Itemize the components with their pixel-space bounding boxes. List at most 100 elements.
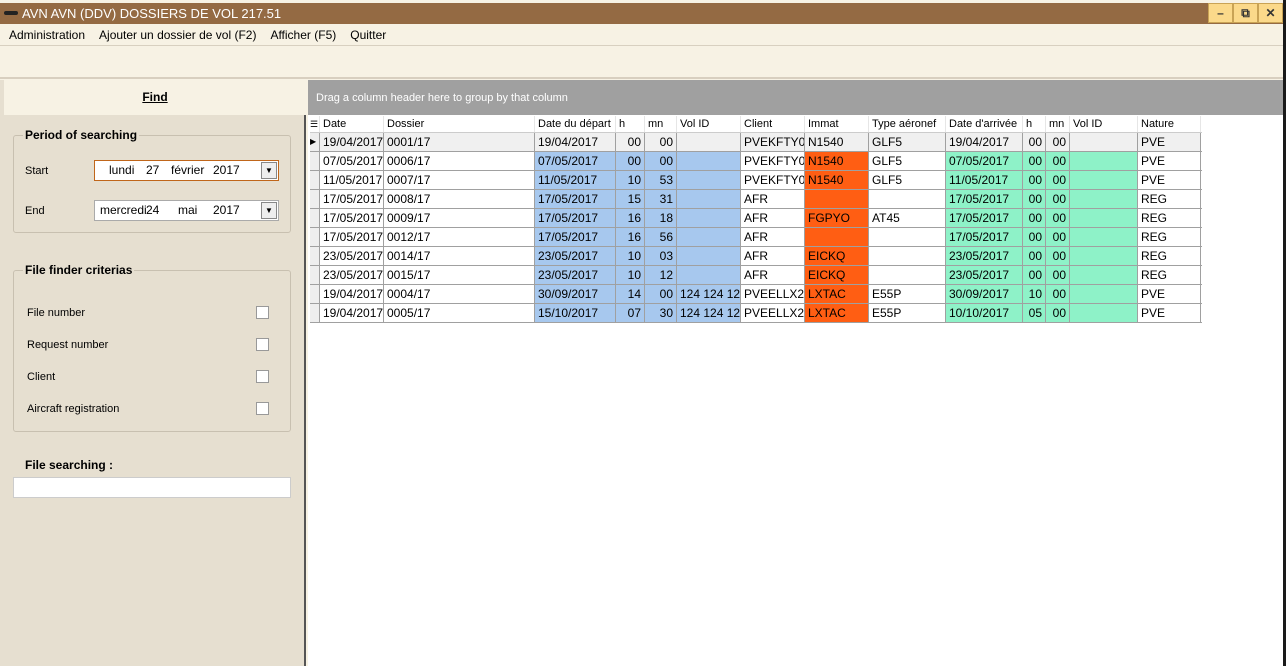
chevron-down-icon[interactable]: ▼ [261, 162, 277, 179]
table-row[interactable]: ▶ 19/04/2017 0001/17 19/04/2017 00 00 PVEKFTY0… [310, 133, 1202, 152]
column-header-aircraft-type[interactable]: Type aéronef [869, 116, 946, 132]
row-selector[interactable] [310, 304, 320, 322]
chevron-down-icon[interactable]: ▼ [261, 202, 277, 219]
grid-header: ☰ Date Dossier Date du départ h mn Vol ID Clien… [310, 116, 1202, 133]
table-row[interactable]: 17/05/2017 0012/17 17/05/2017 16 56 AFR 17/05/… [310, 228, 1202, 247]
cell-departure-flight-id [677, 266, 741, 284]
file-number-checkbox[interactable] [256, 306, 269, 319]
cell-departure-minute: 53 [645, 171, 677, 189]
cell-departure-minute: 12 [645, 266, 677, 284]
cell-dossier: 0015/17 [384, 266, 535, 284]
cell-client: AFR [741, 209, 805, 227]
request-number-checkbox[interactable] [256, 338, 269, 351]
cell-departure-flight-id [677, 247, 741, 265]
cell-arrival-minute: 00 [1046, 209, 1070, 227]
cell-departure-hour: 10 [616, 247, 645, 265]
row-selector[interactable] [310, 247, 320, 265]
end-date-picker[interactable]: mercredi 24 mai 2017 ▼ [94, 200, 279, 221]
row-selector[interactable] [310, 285, 320, 303]
restore-button[interactable]: ⧉ [1233, 3, 1258, 23]
cell-arrival-date: 23/05/2017 [946, 266, 1023, 284]
column-header-client[interactable]: Client [741, 116, 805, 132]
cell-departure-date: 30/09/2017 [535, 285, 616, 303]
search-panel: Find Period of searching Start lundi 27 … [0, 80, 306, 666]
column-header-departure-minute[interactable]: mn [645, 116, 677, 132]
column-header-date[interactable]: Date [320, 116, 384, 132]
cell-arrival-flight-id [1070, 171, 1138, 189]
cell-nature: REG [1138, 190, 1201, 208]
row-selector[interactable] [310, 209, 320, 227]
cell-immat: N1540 [805, 152, 869, 170]
column-header-arrival-minute[interactable]: mn [1046, 116, 1070, 132]
cell-arrival-minute: 00 [1046, 285, 1070, 303]
start-date-picker[interactable]: lundi 27 février 2017 ▼ [94, 160, 279, 181]
column-header-departure-date[interactable]: Date du départ [535, 116, 616, 132]
aircraft-registration-checkbox[interactable] [256, 402, 269, 415]
column-header-departure-flight-id[interactable]: Vol ID [677, 116, 741, 132]
cell-client: AFR [741, 228, 805, 246]
table-row[interactable]: 17/05/2017 0009/17 17/05/2017 16 18 AFR FGPYO A… [310, 209, 1202, 228]
cell-departure-flight-id [677, 228, 741, 246]
cell-arrival-date: 07/05/2017 [946, 152, 1023, 170]
table-row[interactable]: 19/04/2017 0004/17 30/09/2017 14 00 124 124 1… [310, 285, 1202, 304]
cell-dossier: 0004/17 [384, 285, 535, 303]
cell-aircraft-type: GLF5 [869, 171, 946, 189]
cell-aircraft-type: GLF5 [869, 152, 946, 170]
menu-display[interactable]: Afficher (F5) [270, 27, 337, 42]
cell-departure-date: 23/05/2017 [535, 266, 616, 284]
menu-add-file[interactable]: Ajouter un dossier de vol (F2) [99, 27, 257, 42]
cell-nature: REG [1138, 247, 1201, 265]
cell-arrival-hour: 00 [1023, 171, 1046, 189]
row-selector[interactable] [310, 228, 320, 246]
row-selector[interactable] [310, 266, 320, 284]
cell-arrival-hour: 00 [1023, 133, 1046, 151]
cell-client: PVEKFTY01 [741, 152, 805, 170]
column-header-nature[interactable]: Nature [1138, 116, 1201, 132]
table-row[interactable]: 07/05/20170006/1707/05/20170000PVEKFTY01… [310, 152, 1202, 171]
table-row[interactable]: 23/05/2017 0015/17 23/05/2017 10 12 AFR EICKQ 2… [310, 266, 1202, 285]
client-checkbox[interactable] [256, 370, 269, 383]
column-header-departure-hour[interactable]: h [616, 116, 645, 132]
column-header-arrival-flight-id[interactable]: Vol ID [1070, 116, 1138, 132]
table-row[interactable]: 17/05/2017 0008/17 17/05/2017 15 31 AFR 17/05/… [310, 190, 1202, 209]
column-header-immat[interactable]: Immat [805, 116, 869, 132]
cell-arrival-hour: 00 [1023, 228, 1046, 246]
cell-aircraft-type [869, 190, 946, 208]
cell-departure-flight-id [677, 133, 741, 151]
menu-administration[interactable]: Administration [9, 27, 86, 42]
cell-arrival-date: 17/05/2017 [946, 228, 1023, 246]
cell-date: 19/04/2017 [320, 304, 384, 322]
cell-departure-hour: 10 [616, 266, 645, 284]
find-button[interactable]: Find [4, 80, 306, 115]
group-by-area[interactable]: Drag a column header here to group by th… [308, 80, 1283, 115]
grid-panel: Drag a column header here to group by th… [308, 80, 1283, 666]
column-header-arrival-date[interactable]: Date d'arrivée [946, 116, 1023, 132]
cell-arrival-date: 10/10/2017 [946, 304, 1023, 322]
row-selector[interactable] [310, 152, 320, 170]
row-selector[interactable]: ▶ [310, 133, 320, 151]
cell-departure-date: 23/05/2017 [535, 247, 616, 265]
cell-departure-flight-id [677, 152, 741, 170]
column-header-dossier[interactable]: Dossier [384, 116, 535, 132]
table-row[interactable]: 11/05/20170007/1711/05/20171053PVEKFTY01… [310, 171, 1202, 190]
row-selector[interactable] [310, 190, 320, 208]
table-row[interactable]: 23/05/2017 0014/17 23/05/2017 10 03 AFR EICKQ 2… [310, 247, 1202, 266]
menu-quit[interactable]: Quitter [350, 27, 387, 42]
column-header-arrival-hour[interactable]: h [1023, 116, 1046, 132]
start-day: 27 [146, 163, 160, 177]
cell-arrival-flight-id [1070, 266, 1138, 284]
cell-client: AFR [741, 247, 805, 265]
cell-dossier: 0006/17 [384, 152, 535, 170]
close-button[interactable]: ✕ [1258, 3, 1283, 23]
row-selector[interactable] [310, 171, 320, 189]
cell-arrival-flight-id [1070, 152, 1138, 170]
minimize-button[interactable]: – [1208, 3, 1233, 23]
cell-date: 23/05/2017 [320, 247, 384, 265]
column-chooser-icon[interactable]: ☰ [310, 116, 320, 132]
file-search-input[interactable] [13, 477, 291, 498]
table-row[interactable]: 19/04/2017 0005/17 15/10/2017 07 30 124 124 1… [310, 304, 1202, 323]
cell-aircraft-type [869, 266, 946, 284]
cell-departure-date: 17/05/2017 [535, 228, 616, 246]
cell-dossier: 0005/17 [384, 304, 535, 322]
